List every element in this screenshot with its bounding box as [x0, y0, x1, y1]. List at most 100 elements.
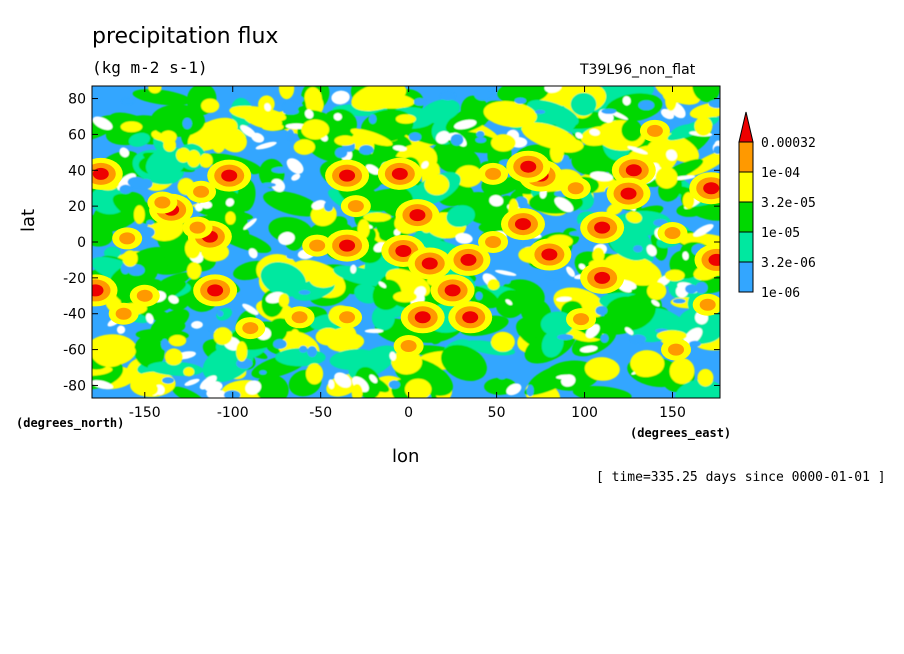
field-patch	[323, 200, 334, 212]
field-gap	[291, 173, 301, 181]
y-tick-label: 0	[77, 235, 86, 251]
legend-swatch	[738, 111, 754, 143]
field-patch	[595, 305, 608, 316]
y-tick-label: -80	[63, 378, 86, 394]
field-patch	[572, 385, 632, 398]
field-patch	[424, 173, 450, 196]
field-patch	[527, 100, 579, 127]
field-patch	[514, 97, 527, 104]
precip-cell	[560, 177, 591, 200]
time-label: [ time=335.25 days since 0000-01-01 ]	[596, 470, 886, 485]
precip-cell	[694, 243, 720, 276]
legend-swatch	[738, 201, 754, 233]
field-gap	[243, 218, 257, 230]
field-gap	[333, 112, 343, 121]
field-gap	[304, 109, 314, 119]
field-gap	[278, 231, 295, 245]
field-patch	[304, 87, 322, 110]
field-patch	[127, 264, 145, 276]
colorbar-legend: 0.00032 1e-04 3.2e-05 1e-05 3.2e-06 1e-06	[738, 111, 816, 301]
field-patch	[309, 270, 338, 288]
field-patch	[713, 145, 720, 155]
precip-cell	[302, 234, 333, 257]
field-gap	[556, 374, 572, 379]
field-patch	[549, 141, 564, 164]
field-patch	[601, 108, 617, 115]
legend-label: 1e-05	[761, 226, 800, 241]
precip-cell	[661, 338, 692, 361]
field-gap	[389, 351, 397, 361]
field-gap	[378, 281, 387, 289]
field-patch	[292, 95, 304, 104]
precip-cell	[395, 199, 440, 232]
field-patch	[278, 86, 295, 100]
field-patch	[161, 377, 175, 384]
field-gap	[554, 197, 574, 213]
field-patch	[236, 341, 248, 362]
precip-cell	[340, 195, 371, 218]
precip-cell	[527, 238, 572, 271]
precip-cell	[193, 274, 238, 307]
field-gap	[556, 296, 572, 302]
field-patch	[487, 278, 500, 291]
field-patch	[466, 224, 476, 229]
field-gap	[328, 379, 335, 390]
precip-cell	[182, 216, 213, 239]
field-patch	[503, 278, 511, 284]
field-gap	[195, 203, 203, 212]
field-gap	[255, 141, 277, 150]
field-patch	[148, 86, 162, 94]
field-patch	[454, 165, 483, 188]
field-patch	[199, 153, 213, 168]
field-patch	[301, 119, 330, 140]
field-gap	[566, 266, 575, 277]
field-patch	[351, 383, 363, 398]
field-patch	[483, 101, 537, 128]
precip-cell	[478, 231, 509, 253]
precip-cell	[446, 243, 491, 276]
x-tick-label: -50	[309, 405, 332, 421]
field-patch	[217, 310, 224, 317]
field-gap	[191, 321, 203, 329]
field-patch	[497, 373, 507, 380]
field-gap	[579, 345, 598, 353]
field-patch	[708, 99, 720, 109]
legend-swatch	[738, 171, 754, 203]
field-patch	[475, 137, 487, 143]
field-gap	[646, 244, 657, 257]
precip-cell	[506, 150, 551, 183]
field-gap	[364, 328, 384, 334]
field-patch	[694, 116, 713, 136]
precip-cell	[566, 308, 597, 331]
field-patch	[168, 334, 187, 347]
field-gap	[683, 327, 703, 346]
field-patch	[685, 284, 698, 294]
field-patch	[286, 253, 298, 260]
field-patch	[354, 283, 379, 304]
field-gap	[651, 299, 660, 307]
field-gap	[92, 380, 114, 390]
field-patch	[446, 205, 475, 228]
field-patch	[119, 184, 132, 194]
field-patch	[315, 327, 342, 346]
field-patch	[388, 380, 401, 389]
field-patch	[669, 358, 695, 385]
precip-cell	[689, 172, 720, 205]
field-gap	[627, 146, 648, 155]
field-patch	[359, 144, 374, 155]
field-patch	[557, 363, 574, 376]
precip-cell	[430, 274, 475, 307]
field-gap	[622, 96, 631, 106]
field-patch	[561, 154, 570, 165]
field-patch	[176, 147, 191, 163]
field-patch	[111, 343, 136, 360]
precip-cell	[92, 157, 123, 190]
field-gap	[116, 325, 126, 334]
field-patch	[393, 291, 417, 303]
field-patch	[183, 367, 195, 377]
field-gap	[242, 303, 259, 315]
field-gap	[334, 372, 352, 388]
field-patch	[605, 296, 644, 326]
field-patch	[672, 298, 686, 304]
